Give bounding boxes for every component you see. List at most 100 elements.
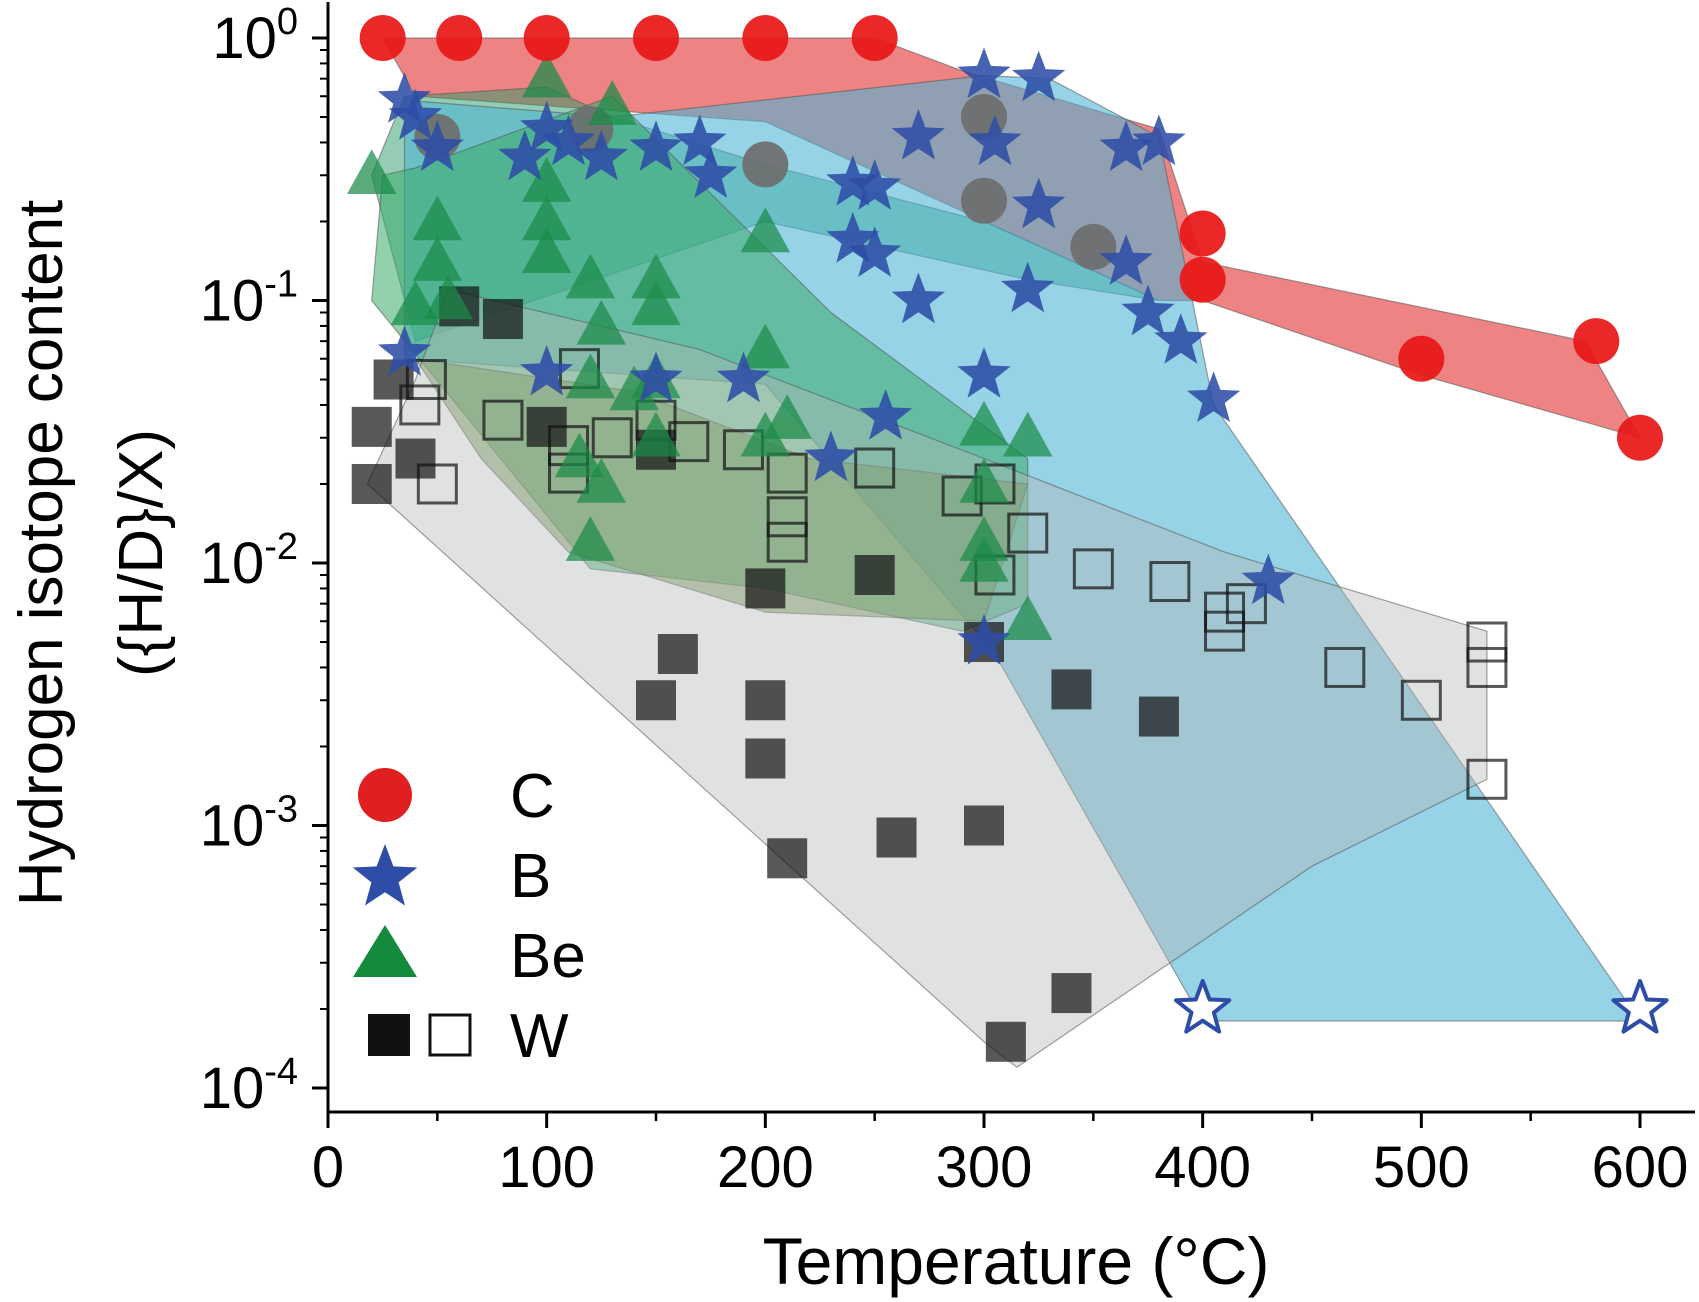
- star-point: [388, 89, 443, 140]
- triangle-point: [740, 207, 791, 253]
- axes: 0 100 200 300 400 500 600 100 10-1 10-2 10-3 10-4: [200, 1, 1695, 1200]
- x-tick-label: 400: [1154, 1135, 1251, 1200]
- triangle-point: [762, 394, 812, 439]
- circle-point: [1179, 210, 1226, 257]
- circle-point: [742, 141, 789, 188]
- star-point: [410, 120, 464, 171]
- y-tick-label: 100: [212, 1, 298, 71]
- star-point: [1132, 114, 1186, 166]
- star-point: [716, 351, 771, 403]
- star-open-point: [1174, 979, 1232, 1034]
- legend: CB Be W: [352, 762, 586, 1071]
- circle-point: [1179, 256, 1226, 303]
- square-open-point: [1204, 610, 1246, 652]
- star-point: [848, 226, 902, 277]
- triangle-point: [521, 195, 572, 241]
- square-point: [985, 1021, 1026, 1062]
- legend-triangle-icon: [353, 925, 417, 977]
- x-tick-label: 500: [1373, 1135, 1470, 1200]
- star-point: [1099, 120, 1153, 171]
- triangle-point: [576, 299, 627, 345]
- x-axis-title: Temperature (°C): [763, 1224, 1270, 1298]
- square-open-point: [1149, 561, 1191, 603]
- square-open-point: [766, 521, 808, 563]
- legend-filled-square-icon: [368, 1014, 410, 1056]
- triangle-point: [347, 149, 397, 194]
- star-point: [891, 272, 945, 324]
- series-w-filled: [351, 286, 1179, 1062]
- circle-point: [961, 177, 1007, 224]
- star-open-point: [1611, 979, 1669, 1034]
- square-open-point: [1072, 548, 1114, 590]
- square-point: [636, 680, 676, 721]
- circle-point: [742, 15, 789, 61]
- triangle-point: [565, 353, 616, 399]
- square-open-point: [399, 384, 441, 426]
- square-point: [482, 299, 523, 340]
- circle-point: [436, 15, 483, 61]
- star-point: [957, 347, 1011, 398]
- star-point: [1099, 234, 1153, 285]
- legend-label: Be: [510, 922, 586, 991]
- y-axis-title-line1: Hydrogen isotope content: [7, 200, 76, 907]
- square-point: [1051, 669, 1092, 710]
- square-open-point: [1400, 679, 1442, 721]
- circle-point: [1617, 414, 1663, 461]
- triangle-point: [565, 253, 616, 299]
- triangle-point: [565, 516, 616, 561]
- square-point: [351, 463, 392, 504]
- triangle-point: [554, 432, 605, 478]
- triangle-point: [631, 280, 681, 326]
- square-open-point: [1324, 646, 1366, 688]
- legend-item-be: Be: [353, 922, 586, 991]
- star-point: [859, 389, 913, 440]
- star-point: [957, 614, 1011, 665]
- star-point: [1241, 553, 1295, 605]
- triangle-point: [959, 457, 1009, 503]
- circle-point: [1398, 335, 1445, 382]
- x-tick-label: 0: [312, 1135, 344, 1200]
- square-open-point: [1466, 621, 1508, 663]
- series-c: [359, 15, 1663, 461]
- circle-point: [523, 15, 570, 61]
- triangle-point: [1003, 411, 1053, 457]
- star-point: [1012, 50, 1066, 102]
- square-point: [745, 568, 786, 609]
- star-point: [1121, 284, 1175, 336]
- triangle-point: [521, 157, 572, 202]
- legend-open-square-icon: [428, 1013, 472, 1057]
- star-point: [673, 114, 727, 166]
- legend-label: W: [510, 1002, 569, 1071]
- data-points: [347, 15, 1669, 1062]
- x-tick-label: 200: [717, 1135, 814, 1200]
- legend-label: B: [510, 842, 551, 911]
- circle-point: [1573, 318, 1620, 365]
- star-point: [957, 47, 1011, 99]
- star-point: [520, 101, 574, 152]
- star-point: [574, 129, 628, 181]
- y-tick-label: 10-1: [200, 264, 298, 334]
- star-point: [1187, 371, 1241, 422]
- square-point: [767, 838, 808, 879]
- square-open-point: [854, 447, 896, 489]
- square-point: [854, 555, 895, 596]
- square-point: [876, 817, 917, 858]
- triangle-point: [1003, 595, 1053, 640]
- series-b-open: [1174, 979, 1669, 1034]
- square-open-point: [591, 417, 633, 459]
- star-point: [377, 72, 432, 123]
- star-point: [629, 120, 683, 171]
- circle-point: [851, 15, 898, 61]
- triangle-point: [521, 52, 572, 98]
- star-point: [804, 430, 858, 482]
- shaded-regions: [366, 37, 1642, 1068]
- x-tick-label: 100: [498, 1135, 595, 1200]
- star-point: [1012, 177, 1066, 229]
- square-open-point: [416, 463, 458, 505]
- star-point: [826, 212, 880, 263]
- square-point: [964, 805, 1004, 846]
- star-point: [541, 114, 596, 166]
- star-point: [891, 108, 945, 160]
- x-tick-label: 300: [936, 1135, 1033, 1200]
